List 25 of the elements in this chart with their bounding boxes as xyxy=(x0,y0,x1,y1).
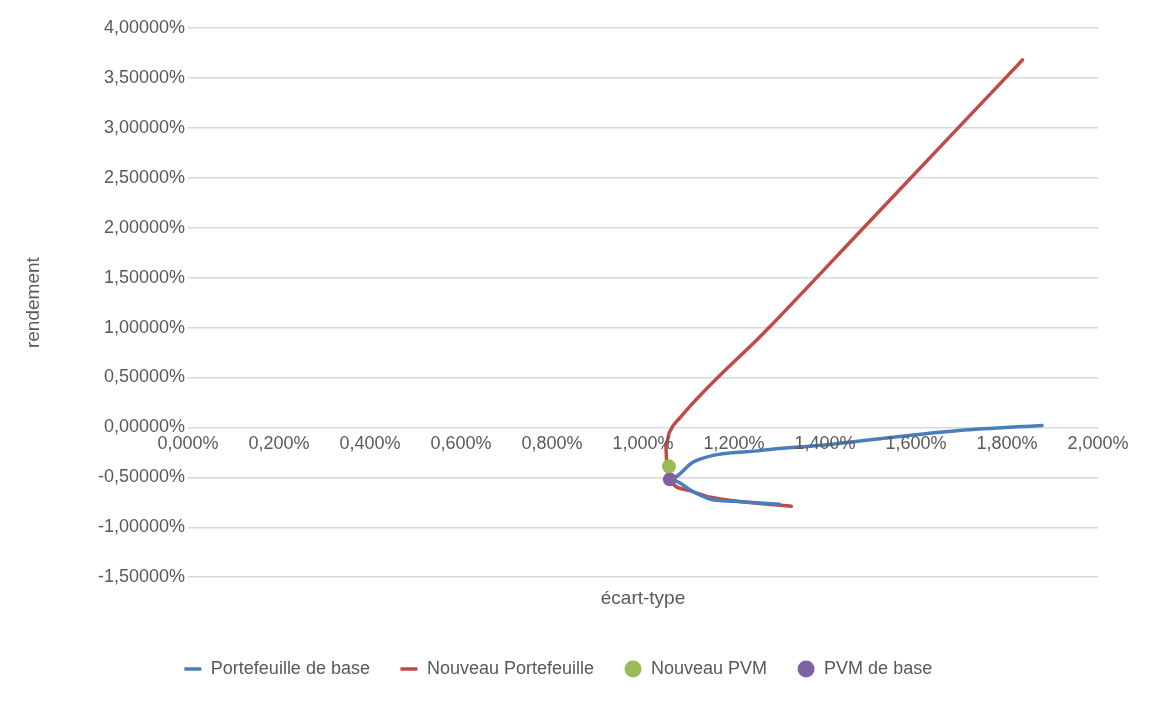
x-tick-label: 0,200% xyxy=(248,433,310,454)
x-axis-title: écart-type xyxy=(600,586,686,608)
y-tick-label: 2,00000% xyxy=(103,216,185,237)
x-tick-label: 2,000% xyxy=(1067,433,1129,454)
x-tick-label: 0,400% xyxy=(339,433,401,454)
y-tick-label: 2,50000% xyxy=(103,166,185,187)
y-tick-label: 4,00000% xyxy=(103,16,185,37)
y-axis-title: rendement xyxy=(21,256,43,349)
legend-label: Nouveau Portefeuille xyxy=(426,657,595,678)
y-tick-label: -0,50000% xyxy=(97,466,185,487)
x-tick-label: 0,800% xyxy=(521,433,583,454)
x-tick-label: 0,600% xyxy=(430,433,492,454)
y-tick-label: 1,50000% xyxy=(103,266,185,287)
y-tick-label: 1,00000% xyxy=(103,316,185,337)
x-tick-label: 1,800% xyxy=(976,433,1038,454)
legend-label: PVM de base xyxy=(824,657,933,678)
legend-label: Portefeuille de base xyxy=(210,657,370,678)
y-tick-label: 3,00000% xyxy=(103,116,185,137)
y-tick-label: 3,50000% xyxy=(103,66,185,87)
legend-label: Nouveau PVM xyxy=(651,657,768,678)
x-tick-label: 1,600% xyxy=(885,433,947,454)
x-tick-label: 1,200% xyxy=(703,433,765,454)
y-tick-label: 0,50000% xyxy=(103,366,185,387)
y-tick-label: -1,50000% xyxy=(97,566,185,587)
y-tick-label: -1,00000% xyxy=(97,516,185,537)
